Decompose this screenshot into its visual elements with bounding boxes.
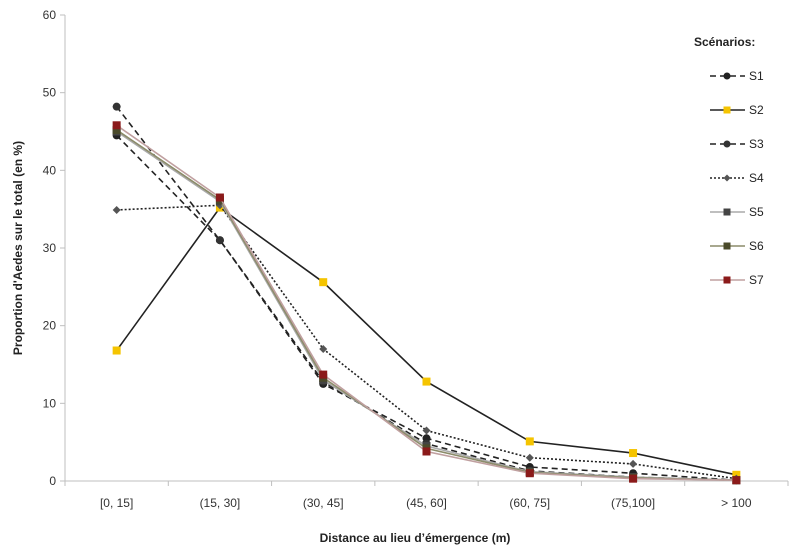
x-axis-title: Distance au lieu d’émergence (m) (320, 531, 511, 545)
x-tick-label: [0, 15] (100, 496, 133, 510)
y-tick-label: 0 (49, 474, 56, 488)
legend-label: S7 (749, 273, 764, 287)
legend-item-s5: S5 (710, 205, 764, 219)
series-line (116, 106, 737, 482)
legend-item-s3: S3 (710, 137, 764, 151)
data-point (629, 474, 638, 483)
y-tick-label: 60 (43, 8, 57, 22)
legend-label: S3 (749, 137, 764, 151)
legend-item-s2: S2 (710, 103, 764, 117)
x-tick-label: (75,100] (611, 496, 655, 510)
data-point (525, 437, 534, 446)
data-point (112, 102, 121, 111)
legend-swatch-marker (723, 140, 731, 148)
data-point (525, 469, 534, 478)
x-tick-label: (30, 45] (303, 496, 344, 510)
legend-label: S1 (749, 69, 764, 83)
legend-item-s6: S6 (710, 239, 764, 253)
data-point (732, 476, 741, 485)
legend-swatch-marker (723, 72, 731, 80)
data-point (422, 447, 431, 456)
legend-swatch-marker (723, 242, 731, 250)
data-point (629, 459, 638, 468)
x-tick-label: (15, 30] (200, 496, 241, 510)
legend-item-s7: S7 (710, 273, 764, 287)
legend-swatch-marker (723, 208, 731, 216)
series-layer (112, 102, 741, 485)
legend-swatch-marker (723, 276, 731, 284)
legend-swatch-marker (723, 106, 731, 114)
legend-label: S5 (749, 205, 764, 219)
x-tick-label: > 100 (721, 496, 752, 510)
y-tick-label: 40 (43, 163, 57, 177)
y-axis-title: Proportion d'Aedes sur le total (en %) (11, 141, 25, 355)
series-s7 (112, 121, 741, 485)
y-axis-ticks: 0 10 20 30 40 50 60 (43, 8, 65, 488)
y-tick-label: 30 (43, 241, 57, 255)
data-point (112, 205, 121, 214)
y-tick-label: 50 (43, 86, 57, 100)
legend-label: S6 (749, 239, 764, 253)
legend-label: S2 (749, 103, 764, 117)
data-point (112, 346, 121, 355)
legend-item-s4: S4 (710, 171, 764, 185)
data-point (319, 370, 328, 379)
data-point (422, 377, 431, 386)
data-point (112, 125, 121, 134)
data-point (319, 278, 328, 287)
y-tick-label: 10 (43, 396, 57, 410)
legend-item-s1: S1 (710, 69, 764, 83)
data-point (112, 121, 121, 130)
x-axis-ticks: [0, 15] (15, 30] (30, 45] (45, 60] (60, 75] (… (64, 481, 789, 510)
x-tick-label: (60, 75] (509, 496, 550, 510)
data-point (422, 426, 431, 435)
legend-label: S4 (749, 171, 764, 185)
legend: Scénarios: S1 S2 S3 S4 S5 S6 S7 (694, 35, 764, 287)
data-point (629, 449, 638, 458)
y-tick-label: 20 (43, 319, 57, 333)
data-point (525, 453, 534, 462)
data-point (319, 344, 328, 353)
data-point (215, 193, 224, 202)
legend-title: Scénarios: (694, 35, 755, 49)
data-point (215, 236, 224, 245)
x-tick-label: (45, 60] (406, 496, 447, 510)
legend-swatch-marker (723, 174, 731, 182)
